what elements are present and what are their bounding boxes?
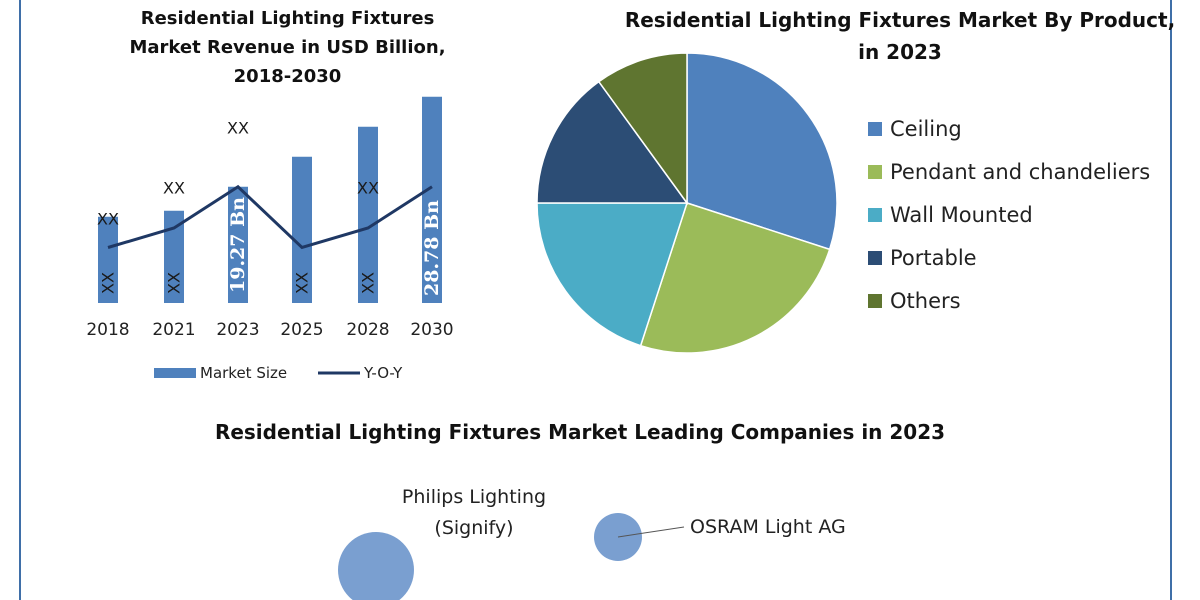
pie-legend-label-pendant-and-chandeliers: Pendant and chandeliers — [890, 160, 1150, 184]
bar-top-label-2028: XX — [357, 179, 379, 198]
pie-legend-label-ceiling: Ceiling — [890, 117, 962, 141]
frame-left-border — [19, 0, 21, 600]
bubble-philips — [338, 532, 414, 600]
pie-legend-label-wall-mounted: Wall Mounted — [890, 203, 1033, 227]
bar-chart-title: Residential Lighting Fixtures Market Rev… — [129, 8, 446, 87]
pie-slice-ceiling — [686, 52, 838, 251]
legend-label-yoy: Y-O-Y — [363, 364, 403, 382]
pie-slice-portable — [536, 80, 689, 204]
bar-mid-label-2018: XX — [97, 210, 119, 229]
pie-legend-swatch-ceiling — [868, 122, 882, 136]
bar-2018 — [98, 216, 118, 303]
bar-top-label-2023: XX — [227, 119, 249, 138]
bar-2021 — [164, 210, 184, 303]
bubble-label-osram: OSRAM Light AG — [690, 516, 846, 538]
bar-value-label-2030: 28.78 Bn — [421, 200, 443, 296]
bar-value-label-2023: 19.27 Bn — [227, 197, 249, 293]
x-tick-2021: 2021 — [152, 320, 195, 340]
bar-base-label-2025: XX — [293, 272, 312, 294]
bar-top-label-2021: XX — [163, 179, 185, 198]
bar-base-label-2018: XX — [99, 272, 118, 294]
pie-legend-swatch-others — [868, 294, 882, 308]
x-tick-2028: 2028 — [346, 320, 389, 340]
bar-2025 — [292, 156, 312, 303]
pie-legend-swatch-pendant-and-chandeliers — [868, 165, 882, 179]
yoy-line — [107, 184, 433, 250]
x-tick-2018: 2018 — [86, 320, 129, 340]
bar-base-label-2028: XX — [359, 272, 378, 294]
legend-label-market-size: Market Size — [200, 364, 287, 382]
pie-chart-title: Residential Lighting Fixtures Market By … — [624, 8, 1176, 64]
bar-base-label-2021: XX — [165, 272, 184, 294]
x-tick-2025: 2025 — [280, 320, 323, 340]
pie-legend-swatch-portable — [868, 251, 882, 265]
x-tick-2030: 2030 — [410, 320, 453, 340]
x-tick-2023: 2023 — [216, 320, 259, 340]
bar-2030 — [422, 96, 442, 303]
companies-chart-title: Residential Lighting Fixtures Market Lea… — [214, 420, 946, 444]
pie-slice-others — [597, 52, 688, 206]
pie-legend-label-portable: Portable — [890, 246, 977, 270]
pie-legend-label-others: Others — [890, 289, 961, 313]
bubble-label-philips-line2: (Signify) — [434, 517, 513, 539]
bubble-leader-osram — [617, 526, 685, 538]
pie-legend-swatch-wall-mounted — [868, 208, 882, 222]
pie-slice-wall-mounted — [536, 202, 689, 347]
legend-swatch-market-size — [154, 368, 196, 378]
bar-2028 — [358, 126, 378, 303]
pie-slice-pendant-and-chandeliers — [639, 202, 831, 354]
frame-right-border — [1170, 0, 1172, 600]
bar-2023 — [228, 186, 248, 303]
bubble-label-philips-line1: Philips Lighting — [402, 486, 546, 508]
